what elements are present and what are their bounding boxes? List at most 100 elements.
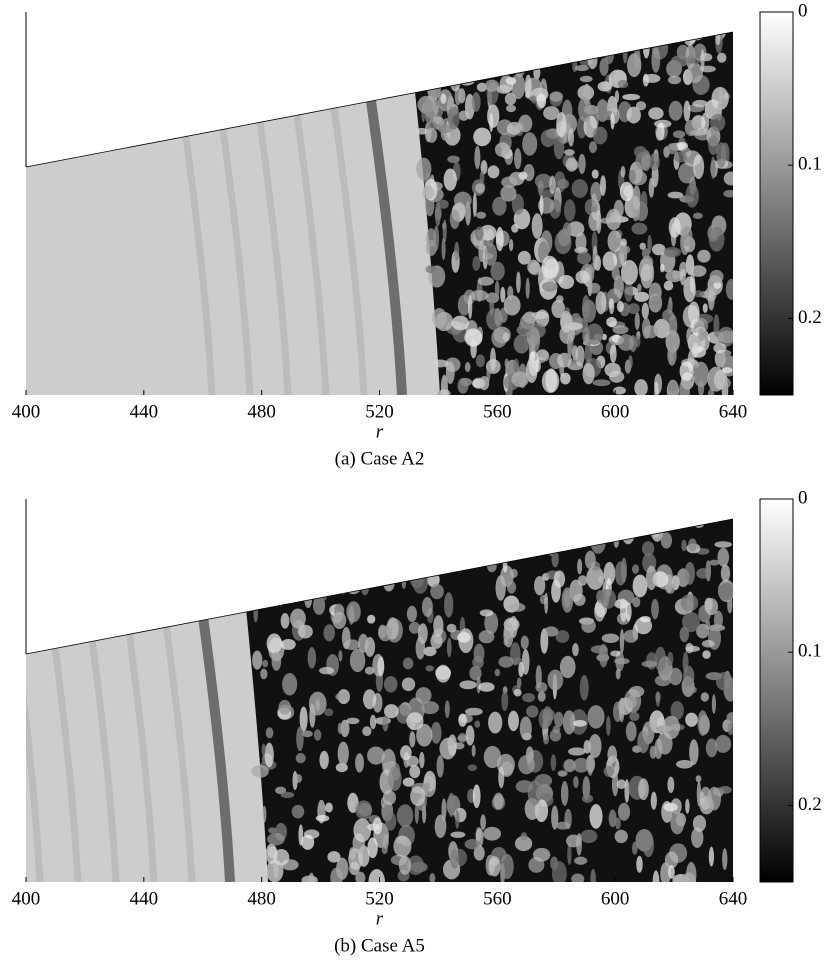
texture-blob xyxy=(467,764,478,771)
texture-blob xyxy=(642,833,655,858)
texture-blob xyxy=(531,213,543,239)
texture-blob xyxy=(474,720,481,728)
texture-blob xyxy=(495,226,504,252)
texture-blob xyxy=(441,237,446,260)
texture-blob xyxy=(634,379,648,395)
texture-blob xyxy=(685,183,699,208)
texture-blob xyxy=(450,849,460,869)
x-tick-label: 400 xyxy=(12,888,41,909)
texture-blob xyxy=(670,700,684,720)
texture-blob xyxy=(620,238,628,247)
texture-blob xyxy=(472,655,484,669)
texture-blob xyxy=(623,503,627,512)
texture-blob xyxy=(525,165,532,173)
x-tick-label: 640 xyxy=(719,401,748,422)
texture-blob xyxy=(345,580,362,595)
texture-blob xyxy=(622,93,641,101)
texture-blob xyxy=(297,529,305,554)
texture-blob xyxy=(526,59,535,67)
texture-blob xyxy=(610,650,621,657)
texture-blob xyxy=(325,802,333,813)
texture-blob xyxy=(663,280,674,291)
texture-blob xyxy=(278,699,291,715)
texture-blob xyxy=(514,835,533,852)
texture-blob xyxy=(438,199,449,209)
texture-blob xyxy=(686,62,703,83)
texture-blob xyxy=(273,849,290,866)
texture-blob xyxy=(253,598,261,611)
texture-blob xyxy=(364,666,375,675)
texture-blob xyxy=(628,169,636,183)
texture-blob xyxy=(344,527,356,548)
texture-blob xyxy=(534,575,546,596)
texture-blob xyxy=(632,574,648,598)
texture-blob xyxy=(660,532,673,549)
texture-blob xyxy=(396,530,415,547)
texture-blob xyxy=(651,598,659,620)
texture-blob xyxy=(274,521,283,532)
texture-blob xyxy=(421,701,440,715)
texture-blob xyxy=(539,194,544,216)
texture-blob xyxy=(575,232,587,253)
texture-blob xyxy=(369,714,377,730)
texture-blob xyxy=(478,682,495,692)
texture-blob xyxy=(414,803,419,824)
texture-blob xyxy=(548,503,554,517)
texture-blob xyxy=(521,648,530,675)
texture-blob xyxy=(609,370,625,383)
texture-blob xyxy=(663,802,678,812)
texture-blob xyxy=(586,566,605,590)
texture-blob xyxy=(555,630,570,643)
texture-blob xyxy=(642,35,650,59)
texture-blob xyxy=(702,303,708,313)
texture-blob xyxy=(700,692,709,702)
texture-blob xyxy=(587,282,601,294)
texture-blob xyxy=(533,42,541,52)
texture-blob xyxy=(545,368,558,393)
texture-blob xyxy=(662,309,674,322)
texture-blob xyxy=(639,615,651,623)
texture-blob xyxy=(286,544,303,570)
texture-blob xyxy=(544,592,549,614)
texture-blob xyxy=(481,32,487,53)
texture-blob xyxy=(697,710,708,736)
texture-blob xyxy=(668,341,674,365)
texture-blob xyxy=(613,386,626,395)
texture-blob xyxy=(612,325,629,335)
texture-blob xyxy=(560,781,569,806)
texture-blob xyxy=(720,564,731,582)
texture-blob xyxy=(650,284,658,295)
texture-blob xyxy=(563,149,575,156)
texture-blob xyxy=(320,506,332,518)
texture-blob xyxy=(483,826,502,841)
texture-blob xyxy=(362,689,377,710)
texture-blob xyxy=(668,667,683,686)
texture-blob xyxy=(693,154,705,180)
texture-blob xyxy=(484,611,499,635)
texture-blob xyxy=(504,358,509,369)
texture-blob xyxy=(651,47,661,73)
texture-blob xyxy=(332,611,347,629)
texture-blob xyxy=(590,181,602,203)
texture-blob xyxy=(559,310,573,332)
texture-blob xyxy=(396,804,414,828)
texture-blob xyxy=(518,114,533,133)
texture-blob xyxy=(388,766,402,791)
texture-blob xyxy=(575,270,590,284)
texture-blob xyxy=(537,691,546,702)
texture-blob xyxy=(582,363,595,385)
texture-blob xyxy=(632,841,638,855)
texture-blob xyxy=(308,872,315,882)
texture-blob xyxy=(726,712,733,724)
texture-blob xyxy=(624,281,633,303)
texture-blob xyxy=(507,710,519,732)
texture-blob xyxy=(616,300,624,313)
texture-blob xyxy=(548,519,558,520)
texture-blob xyxy=(534,173,552,189)
texture-blob xyxy=(495,532,506,556)
texture-blob xyxy=(470,290,489,302)
texture-blob xyxy=(300,519,309,535)
texture-blob xyxy=(670,55,689,67)
texture-blob xyxy=(679,268,686,286)
texture-blob xyxy=(620,165,626,178)
